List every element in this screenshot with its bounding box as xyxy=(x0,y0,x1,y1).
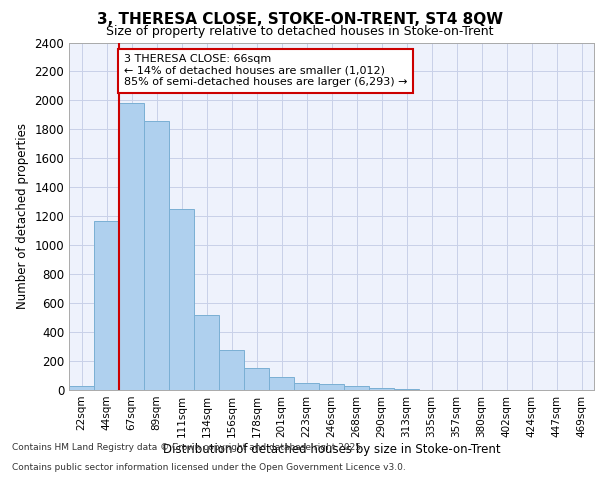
Bar xyxy=(244,368,269,390)
Bar xyxy=(69,386,94,390)
Bar xyxy=(169,209,194,390)
Bar xyxy=(144,120,169,390)
Text: Contains public sector information licensed under the Open Government Licence v3: Contains public sector information licen… xyxy=(12,462,406,471)
Bar xyxy=(294,383,319,390)
Bar xyxy=(344,386,369,390)
X-axis label: Distribution of detached houses by size in Stoke-on-Trent: Distribution of detached houses by size … xyxy=(163,442,500,456)
Bar xyxy=(369,388,394,390)
Bar xyxy=(219,350,244,390)
Text: Contains HM Land Registry data © Crown copyright and database right 2025.: Contains HM Land Registry data © Crown c… xyxy=(12,442,364,452)
Y-axis label: Number of detached properties: Number of detached properties xyxy=(16,123,29,309)
Bar xyxy=(119,104,144,390)
Bar xyxy=(94,220,119,390)
Text: Size of property relative to detached houses in Stoke-on-Trent: Size of property relative to detached ho… xyxy=(106,25,494,38)
Text: 3 THERESA CLOSE: 66sqm
← 14% of detached houses are smaller (1,012)
85% of semi-: 3 THERESA CLOSE: 66sqm ← 14% of detached… xyxy=(124,54,407,88)
Bar xyxy=(194,314,219,390)
Bar xyxy=(269,377,294,390)
Bar xyxy=(319,384,344,390)
Text: 3, THERESA CLOSE, STOKE-ON-TRENT, ST4 8QW: 3, THERESA CLOSE, STOKE-ON-TRENT, ST4 8Q… xyxy=(97,12,503,28)
